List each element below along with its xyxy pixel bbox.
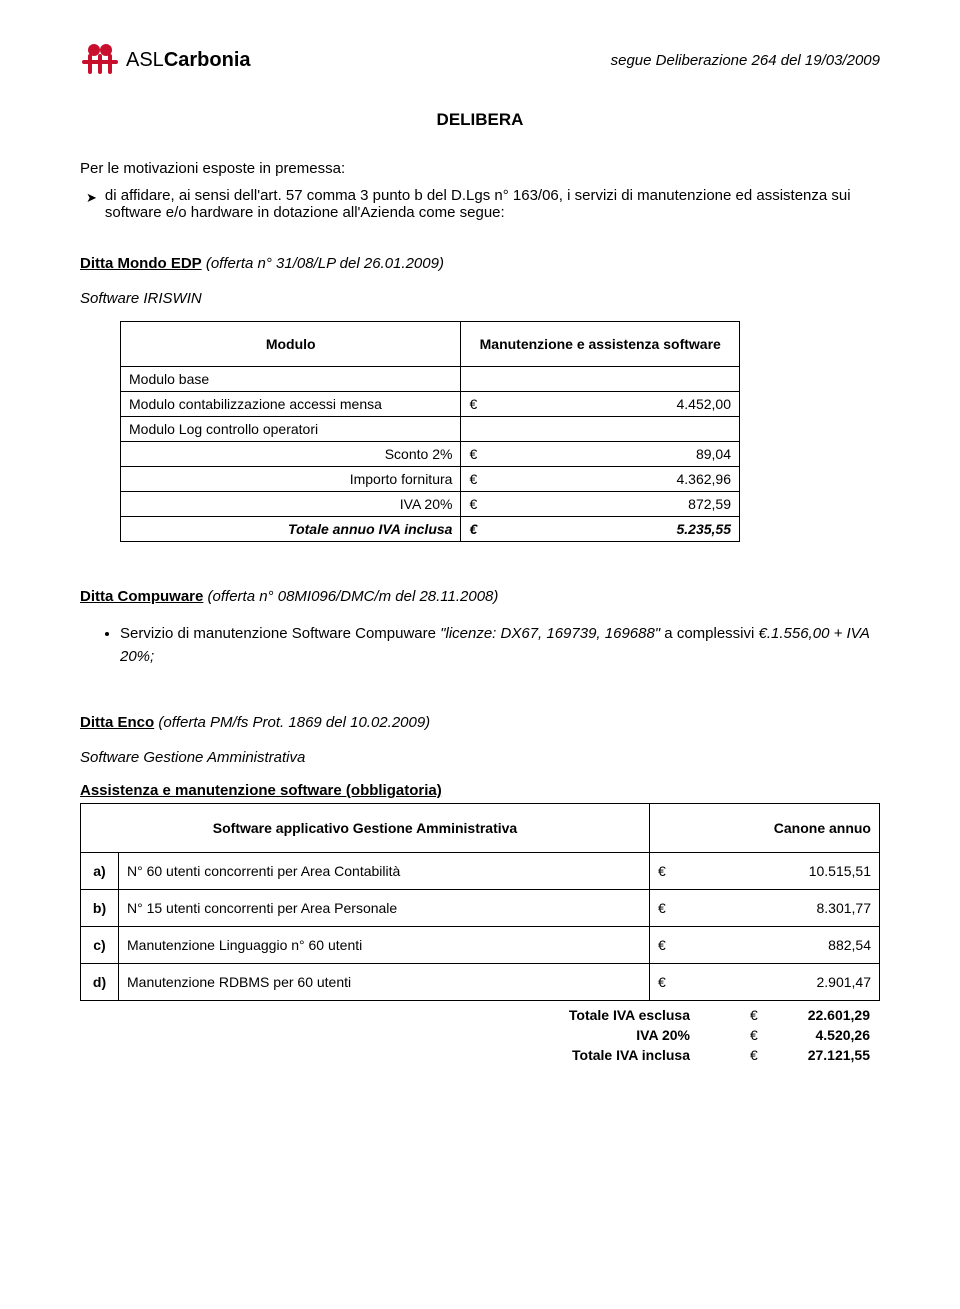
- total-label: Totale IVA esclusa: [490, 1007, 690, 1023]
- logo-icon: [80, 40, 120, 80]
- iriswin-sconto-label: Sconto 2%: [121, 442, 461, 467]
- currency: €: [469, 446, 477, 462]
- currency: €: [658, 937, 666, 953]
- enco-heading: Ditta Enco (offerta PM/fs Prot. 1869 del…: [80, 714, 880, 731]
- iriswin-row-accessi: Modulo contabilizzazione accessi mensa: [121, 392, 461, 417]
- iriswin-row-log: Modulo Log controllo operatori: [121, 417, 461, 442]
- iriswin-iva-value: 872,59: [688, 496, 731, 512]
- segue-text: segue Deliberazione 264 del 19/03/2009: [611, 52, 880, 69]
- page-header: ASLCarbonia segue Deliberazione 264 del …: [80, 40, 880, 80]
- iriswin-total-value: 5.235,55: [677, 521, 732, 537]
- enco-software: Software Gestione Amministrativa: [80, 749, 880, 766]
- arrow-text: di affidare, ai sensi dell'art. 57 comma…: [105, 187, 880, 221]
- enco-th-canone: Canone annuo: [650, 804, 880, 853]
- logo-block: ASLCarbonia: [80, 40, 251, 80]
- compuware-bullet-mid: a complessivi: [660, 625, 758, 642]
- iriswin-sconto-value: 89,04: [696, 446, 731, 462]
- enco-offer: (offerta PM/fs Prot. 1869 del 10.02.2009…: [154, 714, 430, 731]
- currency: €: [469, 521, 477, 537]
- enco-row-value: 10.515,51: [809, 863, 871, 879]
- enco-row-value: 882,54: [828, 937, 871, 953]
- table-row: b) N° 15 utenti concorrenti per Area Per…: [81, 890, 880, 927]
- table-row: c) Manutenzione Linguaggio n° 60 utenti …: [81, 927, 880, 964]
- currency: €: [750, 1027, 770, 1043]
- arrow-clause: ➤ di affidare, ai sensi dell'art. 57 com…: [86, 187, 880, 221]
- currency: €: [658, 863, 666, 879]
- total-row: Totale IVA inclusa € 27.121,55: [80, 1045, 880, 1065]
- currency: €: [750, 1047, 770, 1063]
- enco-row-letter: d): [81, 964, 119, 1001]
- iriswin-th-assist: Manutenzione e assistenza software: [461, 322, 740, 367]
- enco-totals: Totale IVA esclusa € 22.601,29 IVA 20% €…: [80, 1005, 880, 1065]
- mondoedp-software: Software IRISWIN: [80, 290, 880, 307]
- total-label: IVA 20%: [490, 1027, 690, 1043]
- table-row: Importo fornitura € 4.362,96: [121, 467, 740, 492]
- logo-text-light: ASL: [126, 49, 164, 71]
- currency: €: [658, 900, 666, 916]
- enco-table: Software applicativo Gestione Amministra…: [80, 803, 880, 1001]
- enco-row-letter: b): [81, 890, 119, 927]
- iriswin-accessi-value: 4.452,00: [677, 396, 732, 412]
- total-value: 22.601,29: [770, 1007, 870, 1023]
- table-row: Modulo contabilizzazione accessi mensa €…: [121, 392, 740, 417]
- total-value: 4.520,26: [770, 1027, 870, 1043]
- compuware-bullet-italic: "licenze: DX67, 169739, 169688": [440, 625, 660, 642]
- total-value: 27.121,55: [770, 1047, 870, 1063]
- total-row: IVA 20% € 4.520,26: [80, 1025, 880, 1045]
- logo-text: ASLCarbonia: [126, 49, 251, 72]
- iriswin-total-label: Totale annuo IVA inclusa: [121, 517, 461, 542]
- mondoedp-heading: Ditta Mondo EDP (offerta n° 31/08/LP del…: [80, 255, 880, 272]
- logo-text-bold: Carbonia: [164, 49, 251, 71]
- compuware-heading: Ditta Compuware (offerta n° 08MI096/DMC/…: [80, 588, 880, 605]
- enco-th-software: Software applicativo Gestione Amministra…: [81, 804, 650, 853]
- iriswin-th-modulo: Modulo: [121, 322, 461, 367]
- intro-line: Per le motivazioni esposte in premessa:: [80, 160, 880, 177]
- total-label: Totale IVA inclusa: [490, 1047, 690, 1063]
- table-row: Modulo base: [121, 367, 740, 392]
- currency: €: [658, 974, 666, 990]
- compuware-offer: (offerta n° 08MI096/DMC/m del 28.11.2008…: [203, 588, 498, 605]
- currency: €: [469, 496, 477, 512]
- enco-subtitle: Assistenza e manutenzione software (obbl…: [80, 782, 880, 799]
- iriswin-importo-value: 4.362,96: [677, 471, 732, 487]
- arrow-icon: ➤: [86, 187, 97, 209]
- enco-row-desc: N° 15 utenti concorrenti per Area Person…: [119, 890, 650, 927]
- table-row: d) Manutenzione RDBMS per 60 utenti € 2.…: [81, 964, 880, 1001]
- table-row: Sconto 2% € 89,04: [121, 442, 740, 467]
- total-row: Totale IVA esclusa € 22.601,29: [80, 1005, 880, 1025]
- enco-row-value: 2.901,47: [817, 974, 872, 990]
- currency: €: [469, 396, 477, 412]
- enco-company: Ditta Enco: [80, 714, 154, 731]
- mondoedp-offer: (offerta n° 31/08/LP del 26.01.2009): [202, 255, 444, 272]
- list-item: Servizio di manutenzione Software Compuw…: [120, 623, 880, 668]
- currency: €: [750, 1007, 770, 1023]
- compuware-list: Servizio di manutenzione Software Compuw…: [80, 623, 880, 668]
- iriswin-importo-label: Importo fornitura: [121, 467, 461, 492]
- enco-row-desc: Manutenzione RDBMS per 60 utenti: [119, 964, 650, 1001]
- iriswin-table: Modulo Manutenzione e assistenza softwar…: [120, 321, 740, 542]
- iriswin-iva-label: IVA 20%: [121, 492, 461, 517]
- compuware-company: Ditta Compuware: [80, 588, 203, 605]
- compuware-bullet-pre: Servizio di manutenzione Software Compuw…: [120, 625, 440, 642]
- iriswin-row-base: Modulo base: [121, 367, 461, 392]
- enco-row-value: 8.301,77: [817, 900, 872, 916]
- table-row: Modulo Log controllo operatori: [121, 417, 740, 442]
- mondoedp-company: Ditta Mondo EDP: [80, 255, 202, 272]
- enco-row-letter: c): [81, 927, 119, 964]
- table-row-total: Totale annuo IVA inclusa € 5.235,55: [121, 517, 740, 542]
- document-title: DELIBERA: [80, 110, 880, 130]
- currency: €: [469, 471, 477, 487]
- table-row: IVA 20% € 872,59: [121, 492, 740, 517]
- enco-row-desc: N° 60 utenti concorrenti per Area Contab…: [119, 853, 650, 890]
- enco-row-letter: a): [81, 853, 119, 890]
- table-row: a) N° 60 utenti concorrenti per Area Con…: [81, 853, 880, 890]
- enco-row-desc: Manutenzione Linguaggio n° 60 utenti: [119, 927, 650, 964]
